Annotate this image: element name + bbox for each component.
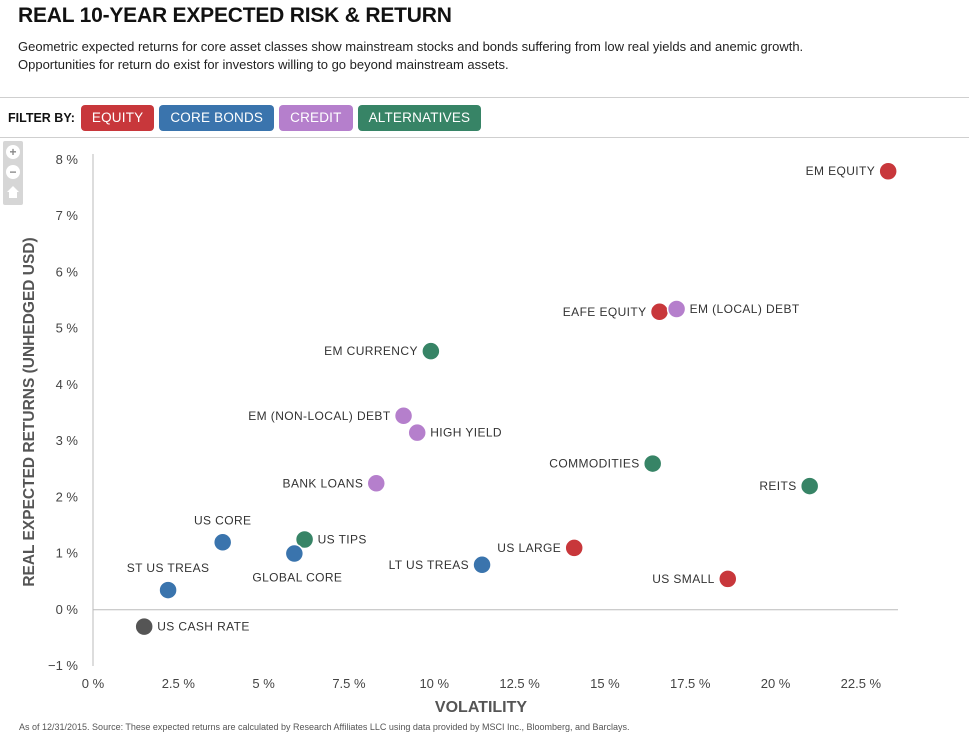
data-point-label: US LARGE [497, 541, 561, 555]
filter-divider [0, 137, 969, 138]
x-tick-label: 2.5 % [162, 676, 196, 691]
page-title: REAL 10-YEAR EXPECTED RISK & RETURN [18, 4, 452, 27]
x-tick-label: 7.5 % [332, 676, 366, 691]
y-axis-title: REAL EXPECTED RETURNS (UNHEDGED USD) [21, 237, 38, 586]
subtitle-line-1: Geometric expected returns for core asse… [18, 39, 804, 54]
data-point-label: US TIPS [318, 533, 367, 547]
filter-credit-button[interactable]: CREDIT [279, 104, 353, 131]
data-point-em-non-local-debt[interactable] [393, 406, 414, 426]
x-tick-label: 15 % [590, 676, 620, 691]
x-axis-title: VOLATILITY [435, 699, 527, 716]
y-tick-label: 3 % [56, 433, 79, 448]
scatter-chart: −1 % 0 % 1 % 2 % 3 % 4 % 5 % 6 % 7 % 8 % 0 % 2.5 % 5… [21, 152, 898, 716]
y-tick-label: −1 % [48, 658, 78, 673]
data-point-us-small[interactable] [718, 569, 738, 589]
data-point-label: GLOBAL CORE [252, 571, 342, 585]
data-point-label: EM EQUITY [806, 164, 876, 178]
y-tick-label: 7 % [56, 208, 79, 223]
x-tick-label: 5 % [252, 676, 275, 691]
data-point-reits[interactable] [799, 476, 820, 496]
data-point-label: EM (NON-LOCAL) DEBT [248, 409, 391, 423]
y-tick-label: 2 % [56, 489, 79, 504]
data-points: EM EQUITY EAFE EQUITY EM (LOCAL) DEBT EM CU… [127, 161, 898, 637]
data-point-label: US SMALL [652, 572, 715, 586]
y-tick-label: 0 % [56, 602, 79, 617]
data-point-eafe-equity[interactable] [649, 302, 670, 322]
zoom-in-icon[interactable]: + [6, 145, 20, 159]
filter-core-bonds-button[interactable]: CORE BONDS [159, 104, 275, 131]
home-icon[interactable] [6, 185, 20, 199]
x-tick-label: 10 % [419, 676, 449, 691]
y-tick-label: 1 % [56, 546, 79, 561]
data-point-label: EM CURRENCY [324, 344, 418, 358]
data-point-us-large[interactable] [564, 538, 584, 558]
data-point-label: ST US TREAS [127, 561, 210, 575]
x-tick-label: 12.5 % [499, 676, 540, 691]
x-tick-label: 0 % [82, 676, 105, 691]
x-tick-label: 20 % [761, 676, 791, 691]
data-point-label: US CASH RATE [157, 620, 250, 634]
y-tick-label: 4 % [56, 377, 79, 392]
zoom-controls: + − [3, 141, 23, 205]
data-point-label: EM (LOCAL) DEBT [690, 302, 800, 316]
data-point-lt-us-treas[interactable] [472, 555, 492, 575]
filter-label: FILTER BY: [8, 110, 75, 125]
data-point-label: US CORE [194, 513, 251, 527]
data-point-label: COMMODITIES [549, 457, 639, 471]
data-point-label: EAFE EQUITY [563, 305, 647, 319]
data-point-us-core[interactable] [212, 532, 233, 553]
page-subtitle: Geometric expected returns for core asse… [18, 38, 918, 74]
data-point-global-core[interactable] [284, 543, 305, 564]
data-point-commodities[interactable] [642, 453, 663, 474]
filter-bar: FILTER BY: EQUITY CORE BONDS CREDIT ALTE… [8, 104, 486, 131]
zoom-out-icon[interactable]: − [6, 165, 20, 179]
footnote: As of 12/31/2015. Source: These expected… [19, 722, 630, 732]
filter-alternatives-button[interactable]: ALTERNATIVES [357, 104, 482, 131]
y-tick-label: 5 % [56, 321, 79, 336]
filter-equity-button[interactable]: EQUITY [80, 104, 155, 131]
data-point-em-currency[interactable] [421, 341, 441, 361]
y-tick-label: 6 % [56, 264, 79, 279]
top-divider [0, 97, 969, 98]
data-point-bank-loans[interactable] [366, 473, 387, 494]
subtitle-line-2: Opportunities for return do exist for in… [18, 57, 509, 72]
data-point-em-local-debt[interactable] [666, 299, 687, 319]
data-point-high-yield[interactable] [407, 422, 427, 443]
data-point-us-cash-rate[interactable] [134, 616, 154, 637]
axes: −1 % 0 % 1 % 2 % 3 % 4 % 5 % 6 % 7 % 8 % 0 % 2.5 % 5… [48, 152, 898, 691]
y-tick-label: 8 % [56, 152, 79, 167]
data-point-st-us-treas[interactable] [158, 580, 178, 600]
data-point-label: BANK LOANS [283, 476, 364, 490]
x-tick-label: 17.5 % [670, 676, 711, 691]
data-point-label: LT US TREAS [389, 558, 469, 572]
x-tick-label: 22.5 % [841, 676, 882, 691]
data-point-em-equity[interactable] [878, 161, 898, 181]
data-point-label: REITS [759, 479, 796, 493]
data-point-us-tips[interactable] [294, 529, 315, 550]
data-point-label: HIGH YIELD [430, 426, 502, 440]
